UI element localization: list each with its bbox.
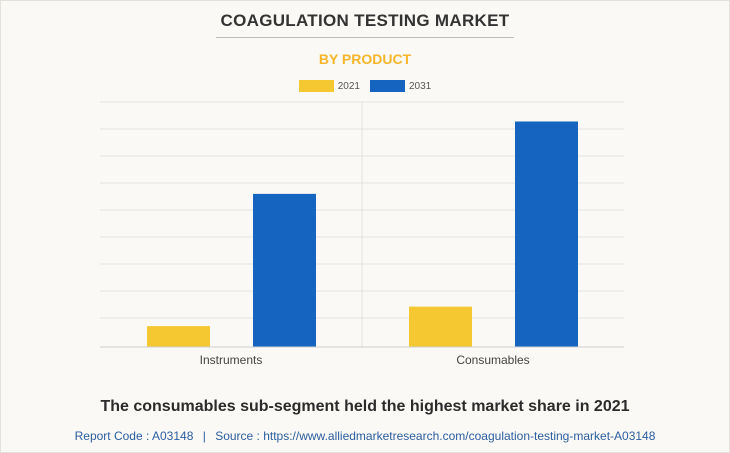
source-text: Source : https://www.alliedmarketresearc…: [215, 429, 656, 443]
legend-label-2021: 2021: [337, 80, 360, 92]
legend-item-2031: 2031: [370, 80, 431, 92]
chart-title: COAGULATION TESTING MARKET: [220, 11, 510, 30]
legend-swatch-2021: [298, 80, 334, 92]
source-separator: |: [202, 429, 206, 443]
legend-label-2031: 2031: [409, 80, 432, 92]
x-tick-label: Consumables: [456, 353, 529, 367]
chart-subtitle: BY PRODUCT: [318, 51, 412, 67]
legend-swatch-2031: [370, 80, 405, 92]
title-divider: [216, 37, 514, 38]
legend: 2021 2031: [0, 80, 730, 92]
report-code: Report Code : A03148: [74, 429, 194, 443]
bar-2021-consumables: [409, 306, 472, 347]
x-tick-label: Instruments: [200, 353, 263, 367]
legend-item-2021: 2021: [298, 80, 360, 92]
bar-2021-instruments: [147, 326, 210, 347]
bar-2031-instruments: [253, 193, 316, 347]
source-line: Report Code : A03148 | Source : https://…: [0, 429, 730, 443]
chart-caption: The consumables sub-segment held the hig…: [100, 398, 630, 415]
bar-2031-consumables: [515, 121, 578, 347]
